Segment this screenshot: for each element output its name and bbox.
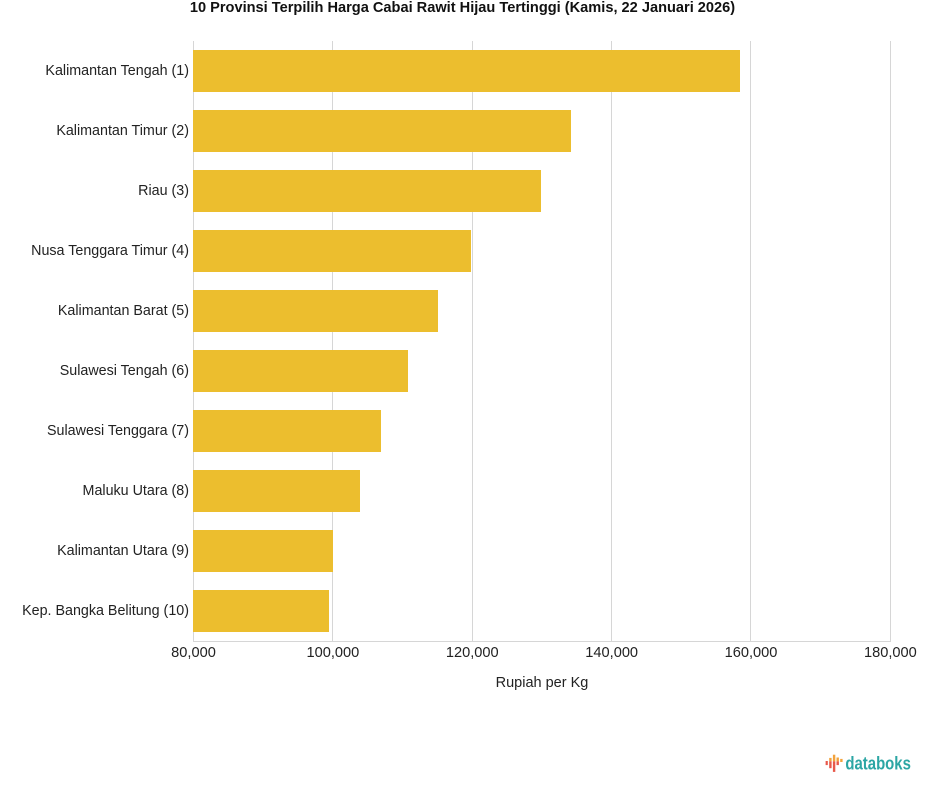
svg-text:databoks: databoks xyxy=(845,752,911,773)
